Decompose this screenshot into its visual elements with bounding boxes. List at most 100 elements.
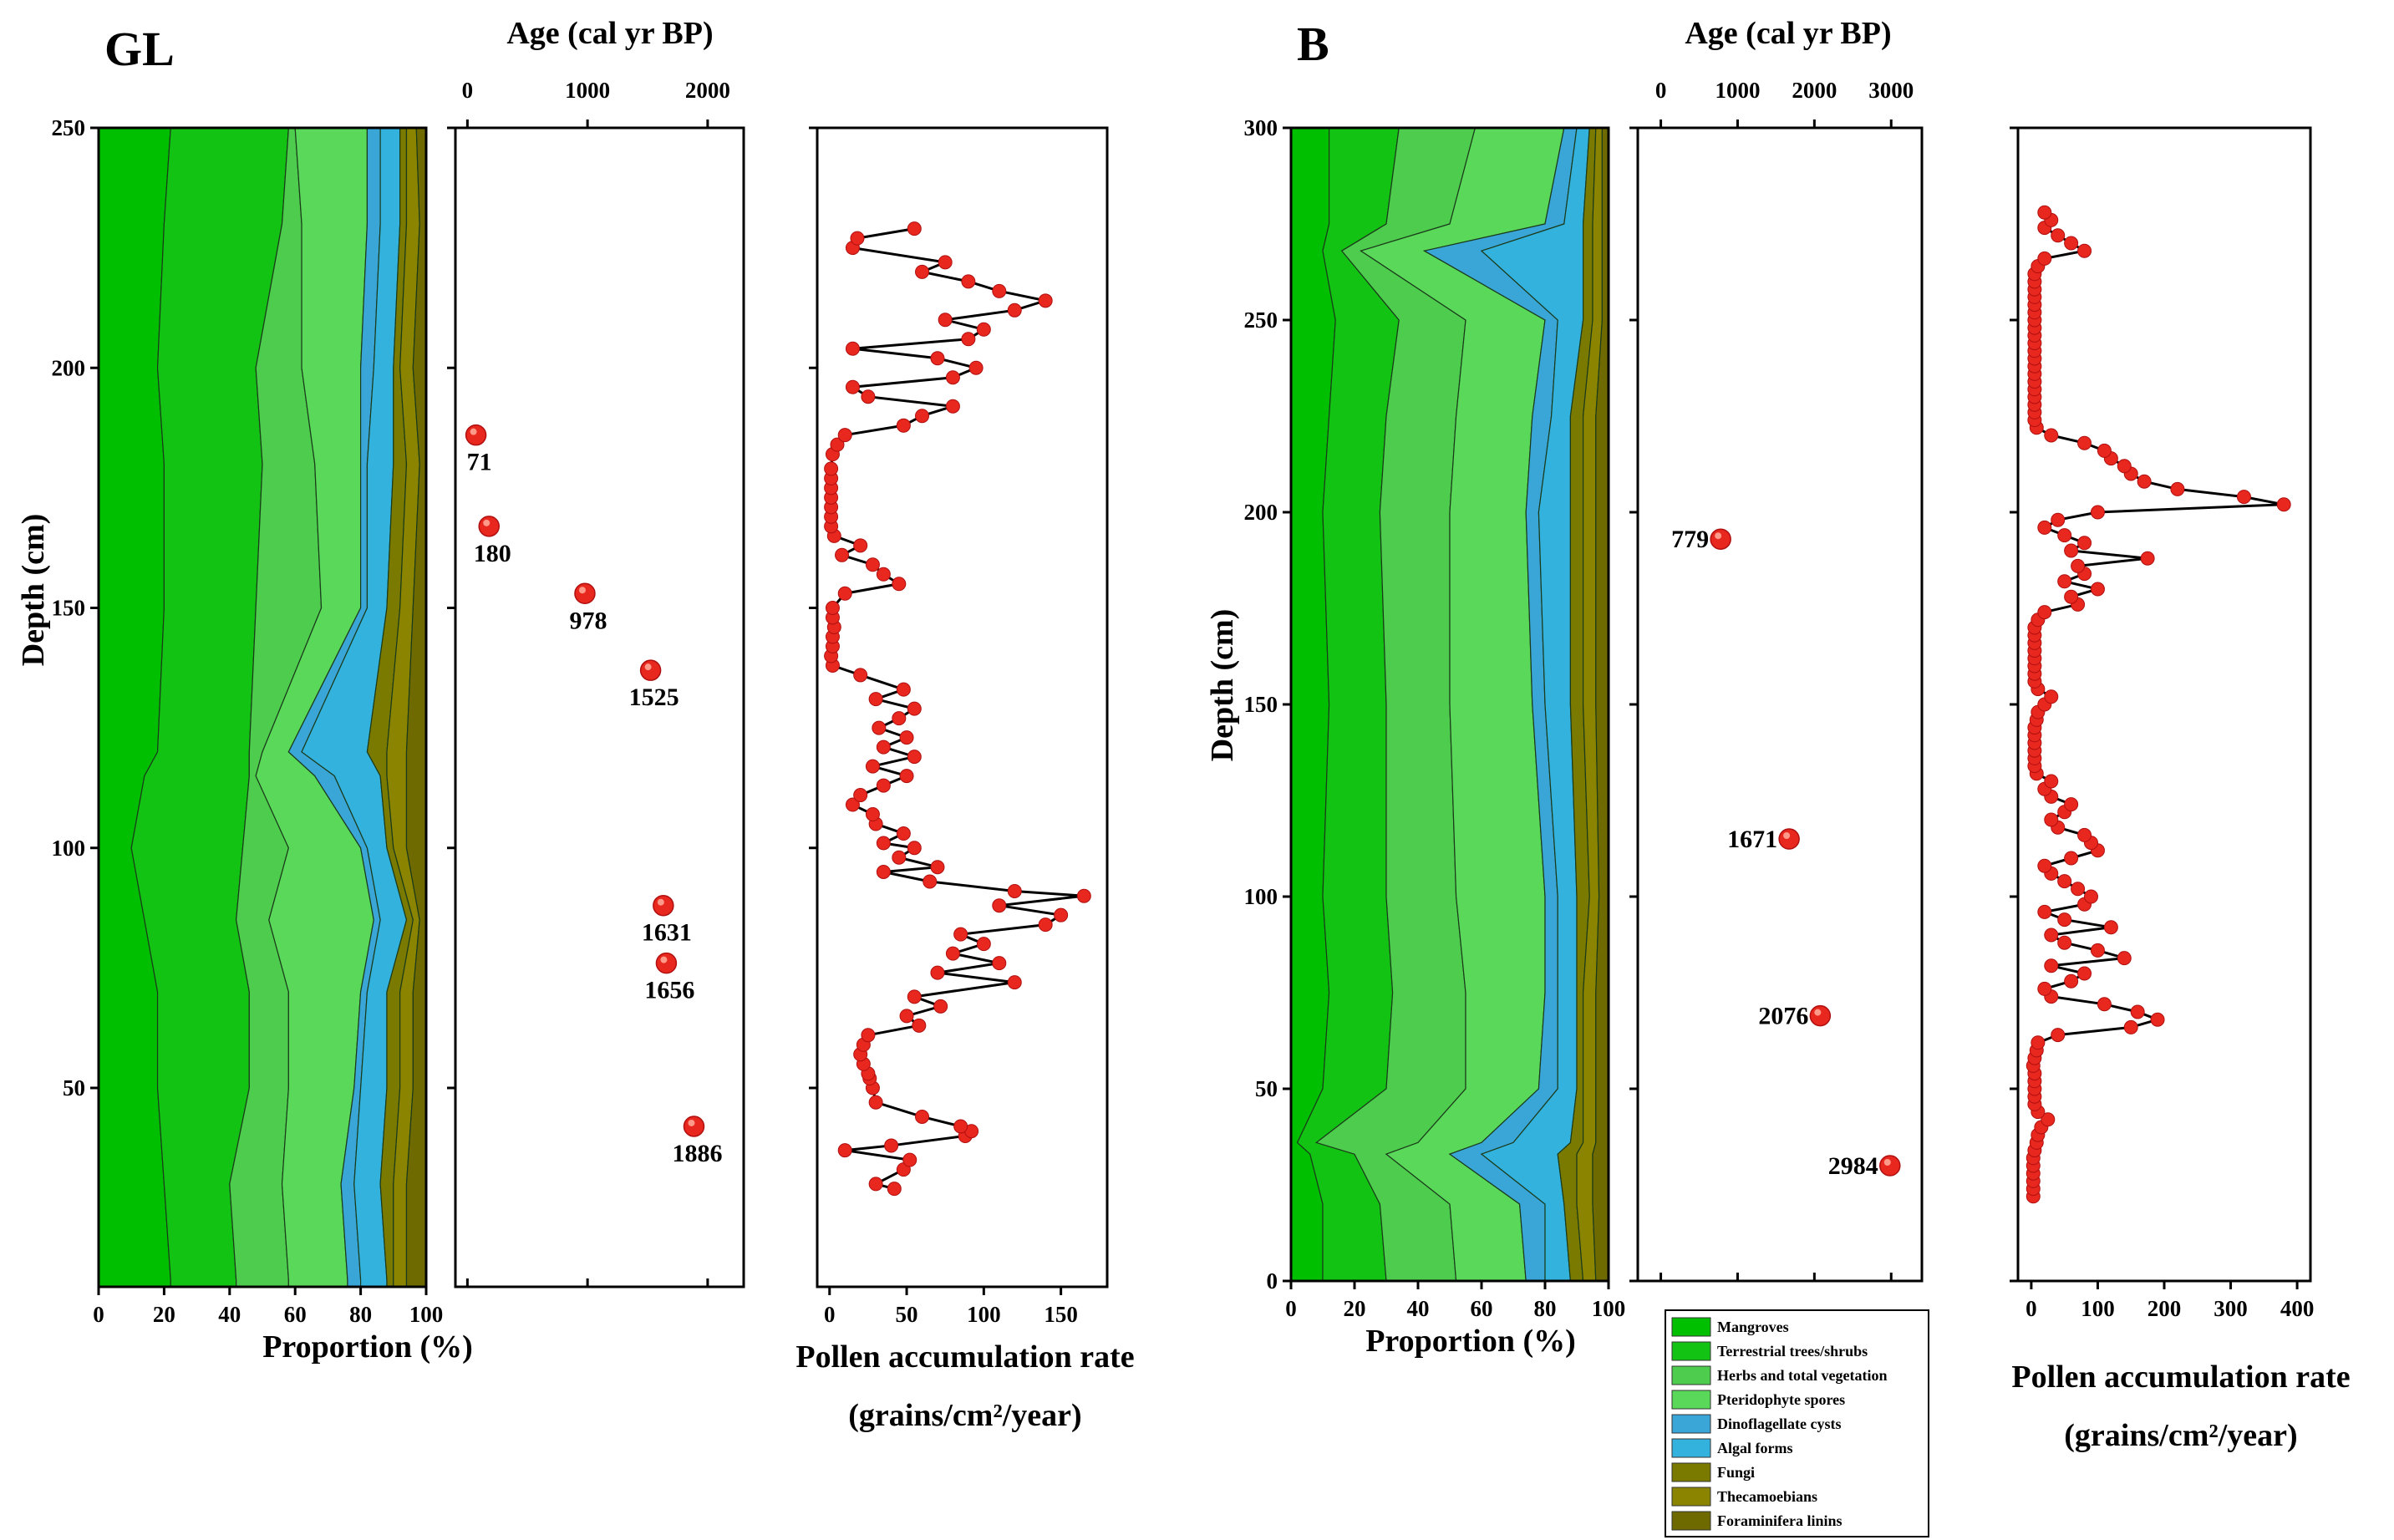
- gl-par-axis-title-line2: (grains/cm²/year): [848, 1398, 1081, 1433]
- par-point: [907, 221, 922, 236]
- age-point: [1710, 528, 1731, 550]
- depth-tick-label: 0: [1267, 1268, 1278, 1293]
- x-tick-label: 20: [153, 1302, 175, 1327]
- legend-label: Fungi: [1717, 1464, 1755, 1481]
- par-tick-label: 0: [824, 1302, 836, 1327]
- depth-tick-label: 150: [1244, 692, 1278, 717]
- proportion-frame: [97, 126, 428, 1288]
- par-point: [2037, 858, 2052, 873]
- par-point: [907, 750, 922, 765]
- par-point: [896, 826, 911, 841]
- x-tick-label: 100: [409, 1302, 444, 1327]
- par-tick-label: 400: [2280, 1296, 2315, 1321]
- age-point-highlight: [660, 956, 668, 963]
- par-point: [853, 668, 868, 683]
- par-point: [876, 836, 891, 851]
- legend-label: Herbs and total vegetation: [1717, 1367, 1887, 1384]
- par-point: [824, 461, 839, 476]
- par-point: [2090, 582, 2105, 597]
- x-tick-label: 40: [1407, 1296, 1430, 1321]
- legend-label: Foraminifera linins: [1717, 1512, 1843, 1529]
- age-point-label: 779: [1671, 526, 1709, 553]
- age-point-highlight: [657, 898, 664, 906]
- depth-tick-label: 100: [52, 836, 86, 861]
- legend-label: Mangroves: [1717, 1319, 1789, 1335]
- par-point: [868, 1095, 883, 1110]
- age-point-highlight: [483, 519, 490, 526]
- par-point: [896, 682, 911, 697]
- par-point: [923, 874, 938, 889]
- par-point: [2051, 512, 2066, 527]
- par-tick-label: 100: [2081, 1296, 2115, 1321]
- par-point: [2077, 536, 2092, 551]
- par-point: [853, 538, 868, 553]
- age-point: [1879, 1155, 1901, 1177]
- par-point: [945, 370, 960, 385]
- par-point: [2064, 589, 2079, 604]
- x-tick-label: 60: [1471, 1296, 1493, 1321]
- par-point: [892, 711, 907, 726]
- par-point: [915, 409, 930, 424]
- par-point: [2037, 205, 2052, 220]
- par-point: [850, 231, 865, 246]
- par-point: [835, 547, 850, 562]
- gl-age-axis-title: Age (cal yr BP): [506, 16, 713, 51]
- par-point: [2037, 605, 2052, 620]
- legend-label: Thecamoebians: [1717, 1488, 1817, 1505]
- par-point: [961, 332, 976, 347]
- x-tick-label: 0: [93, 1302, 104, 1327]
- x-tick-label: 20: [1344, 1296, 1366, 1321]
- par-point: [2044, 428, 2059, 443]
- par-point: [1038, 917, 1053, 933]
- legend-label: Pteridophyte spores: [1717, 1391, 1845, 1408]
- par-frame: [2016, 126, 2312, 1283]
- age-point-label: 1671: [1727, 826, 1777, 853]
- par-point: [2037, 981, 2052, 996]
- x-tick-label: 0: [1285, 1296, 1297, 1321]
- gl-proportion-chart: 0 20 40 60 80 100 50 100 150 200 250: [52, 115, 444, 1327]
- par-point: [876, 740, 891, 755]
- b-par-axis-title-line1: Pollen accumulation rate: [2011, 1360, 2350, 1395]
- par-point: [892, 577, 907, 592]
- par-point: [902, 1152, 917, 1167]
- par-point: [945, 946, 960, 961]
- age-point-label: 1886: [672, 1140, 722, 1167]
- depth-tick-label: 200: [52, 355, 86, 380]
- legend-swatch: [1671, 1390, 1711, 1410]
- par-point: [1007, 975, 1022, 990]
- par-frame: [816, 126, 1109, 1288]
- age-point: [574, 582, 596, 605]
- par-point: [2123, 1019, 2138, 1034]
- x-tick-label: 100: [1592, 1296, 1626, 1321]
- gl-par-axis-title-line1: Pollen accumulation rate: [795, 1339, 1134, 1375]
- par-point: [899, 769, 914, 784]
- par-point: [876, 567, 891, 582]
- par-point: [2051, 1028, 2066, 1043]
- par-point: [2103, 920, 2118, 935]
- depth-tick-label: 250: [52, 115, 86, 140]
- par-point: [907, 701, 922, 716]
- par-point: [2084, 889, 2098, 904]
- par-point: [2071, 882, 2086, 897]
- par-point: [2064, 236, 2079, 251]
- par-tick-label: 50: [896, 1302, 918, 1327]
- age-point-label: 1631: [642, 919, 692, 947]
- age-point: [465, 424, 487, 446]
- par-point: [2276, 497, 2291, 512]
- age-point-highlight: [1883, 1159, 1891, 1166]
- par-point: [930, 965, 945, 980]
- par-point: [2037, 520, 2052, 535]
- par-point: [976, 937, 991, 952]
- par-point: [961, 274, 976, 289]
- age-point-label: 71: [467, 449, 492, 476]
- depth-tick-label: 150: [52, 596, 86, 621]
- legend-label: Terrestrial trees/shrubs: [1717, 1343, 1868, 1360]
- par-point: [907, 989, 922, 1004]
- par-point: [2130, 1004, 2145, 1019]
- par-point: [2097, 443, 2112, 458]
- par-line: [2031, 211, 2285, 1197]
- par-point: [2057, 528, 2072, 543]
- par-point: [2037, 904, 2052, 919]
- b-par-chart: 0 100 200 300 400: [2010, 126, 2315, 1321]
- par-point: [2170, 481, 2185, 496]
